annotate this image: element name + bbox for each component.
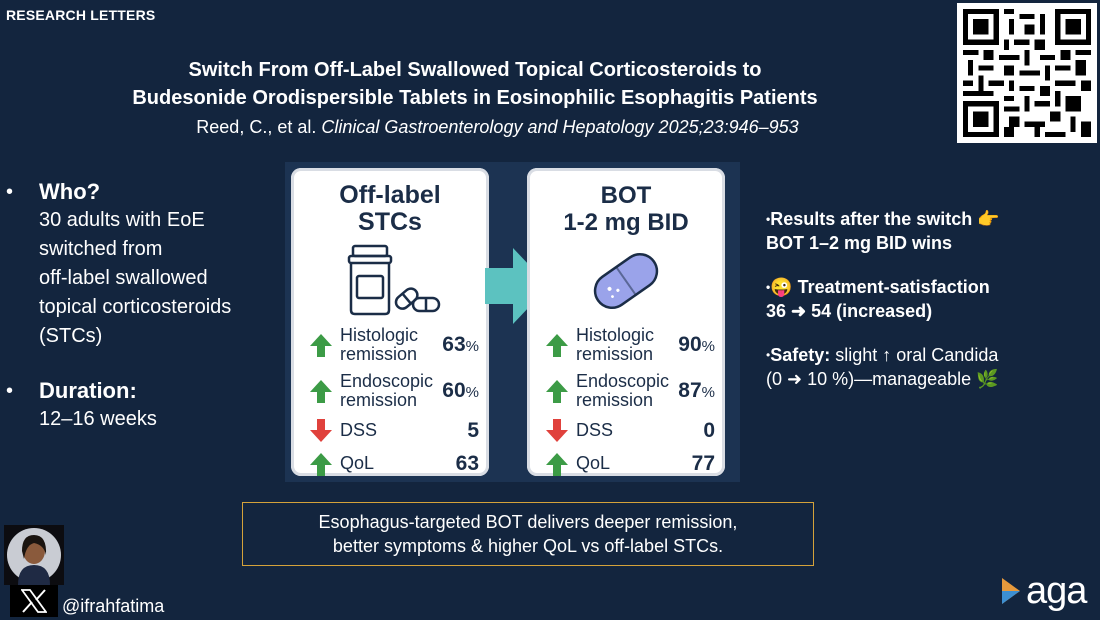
tablet-illustration — [527, 244, 725, 318]
metric-value: 60% — [442, 379, 479, 402]
card-title-line-2: 1-2 mg BID — [563, 209, 689, 236]
metric-label: QoL — [340, 453, 375, 473]
arrow-down-icon — [310, 418, 332, 442]
results-line-2: BOT 1–2 mg BID wins — [766, 233, 953, 253]
safety-line-2: (0 ➜ 10 %)—manageable 🌿 — [766, 369, 999, 389]
metric-row-dss: DSS 0 — [544, 414, 715, 447]
pill-bottle-icon — [347, 244, 441, 316]
results-block: •Results after the switch 👉 BOT 1–2 mg B… — [766, 207, 1091, 255]
results-line-1: Results after the switch 👉 — [770, 209, 1000, 229]
results-summary: •Results after the switch 👉 BOT 1–2 mg B… — [766, 207, 1091, 411]
metric-label: Histologic remission — [340, 325, 419, 364]
arrow-down-icon — [546, 418, 568, 442]
arrow-up-icon — [546, 380, 568, 403]
metrics-list: Histologic remission 63% Endoscopic remiss… — [291, 322, 489, 480]
satisfaction-line-2: 36 ➜ 54 (increased) — [766, 301, 933, 321]
satisfaction-block: •😜 Treatment-satisfaction 36 ➜ 54 (incre… — [766, 275, 1091, 323]
qr-code-icon — [963, 9, 1091, 137]
takeaway-line-2: better symptoms & higher QoL vs off-labe… — [332, 536, 724, 556]
avatar — [4, 525, 64, 585]
who-block: • Who? 30 adults with EoE switched from … — [6, 178, 286, 351]
citation: Reed, C., et al. Clinical Gastroenterolo… — [40, 117, 955, 138]
metric-row-qol: QoL 63 — [308, 447, 479, 480]
card-off-label-stcs: Off-label STCs Histologic remission — [291, 168, 489, 476]
metric-value: 90% — [678, 333, 715, 356]
who-line: off-label swallowed — [39, 267, 208, 289]
who-heading: Who? — [39, 179, 101, 204]
aga-arrow-icon — [1002, 578, 1020, 604]
safety-label: Safety: — [770, 345, 831, 365]
metric-label: Endoscopic remission — [576, 371, 670, 410]
bullet-dot: • — [6, 181, 14, 203]
metric-row-histologic: Histologic remission 63% — [308, 322, 479, 368]
metric-label: Histologic remission — [576, 325, 655, 364]
qr-code[interactable] — [957, 3, 1097, 143]
duration-text: 12–16 weeks — [39, 408, 157, 430]
duration-block: • Duration: 12–16 weeks — [6, 377, 286, 434]
metric-value: 63 — [455, 451, 479, 475]
metric-row-endoscopic: Endoscopic remission 87% — [544, 368, 715, 414]
who-line: switched from — [39, 238, 163, 260]
who-line: (STCs) — [39, 325, 103, 347]
aga-logo: aga — [1000, 570, 1087, 612]
bullet-dot: • — [766, 280, 771, 294]
key-takeaway-box: Esophagus-targeted BOT delivers deeper r… — [242, 502, 814, 566]
section-tag: RESEARCH LETTERS — [6, 7, 156, 23]
arrow-up-icon — [546, 334, 568, 357]
safety-line-1: slight ↑ oral Candida — [835, 345, 999, 365]
card-title-line-1: Off-label — [339, 181, 441, 209]
author-photo-icon — [4, 525, 64, 585]
arrow-up-icon — [310, 380, 332, 403]
who-line: 30 adults with EoE — [39, 209, 205, 231]
arrow-up-icon — [546, 452, 568, 476]
takeaway-line-1: Esophagus-targeted BOT delivers deeper r… — [318, 512, 738, 532]
card-bot: BOT 1-2 mg BID Histologic remission 90% — [527, 168, 725, 476]
metric-label: DSS — [340, 420, 378, 440]
x-icon — [21, 589, 47, 613]
aga-brand-text: aga — [1026, 570, 1087, 612]
metric-label: Endoscopic remission — [340, 371, 434, 410]
comparison-panel: Off-label STCs Histologic remission — [285, 162, 740, 482]
citation-journal: Clinical Gastroenterology and Hepatology… — [321, 117, 799, 137]
page-title: Switch From Off-Label Swallowed Topical … — [40, 56, 910, 112]
bullet-dot: • — [6, 380, 14, 402]
bullet-dot: • — [766, 348, 771, 362]
satisfaction-line-1: Treatment-satisfaction — [797, 277, 990, 297]
x-logo-icon[interactable] — [10, 585, 58, 617]
metric-label: DSS — [576, 420, 614, 440]
metric-value: 77 — [691, 451, 715, 475]
metric-value: 63% — [442, 333, 479, 356]
social-handle[interactable]: @ifrahfatima — [62, 596, 165, 616]
tablet-icon — [593, 252, 659, 310]
safety-block: •Safety: slight ↑ oral Candida (0 ➜ 10 %… — [766, 343, 1091, 391]
metric-label: QoL — [576, 453, 611, 473]
transition-arrow-icon — [485, 248, 549, 324]
title-line-1: Switch From Off-Label Swallowed Topical … — [188, 59, 762, 81]
metric-value: 87% — [678, 379, 715, 402]
metric-value: 0 — [703, 418, 715, 442]
metric-value: 5 — [467, 418, 479, 442]
arrow-up-icon — [310, 334, 332, 357]
arrow-up-icon — [310, 452, 332, 476]
card-title: BOT 1-2 mg BID — [527, 182, 725, 236]
who-line: topical corticosteroids — [39, 296, 232, 318]
metrics-list: Histologic remission 90% Endoscopic remiss… — [527, 322, 725, 480]
metric-row-histologic: Histologic remission 90% — [544, 322, 715, 368]
satisfaction-emoji-icon: 😜 — [770, 277, 793, 297]
card-title-line-2: STCs — [358, 208, 422, 236]
card-title-line-1: BOT — [600, 182, 652, 209]
study-summary: • Who? 30 adults with EoE switched from … — [6, 178, 286, 434]
metric-row-endoscopic: Endoscopic remission 60% — [308, 368, 479, 414]
duration-heading: Duration: — [39, 378, 137, 403]
metric-row-qol: QoL 77 — [544, 447, 715, 480]
metric-row-dss: DSS 5 — [308, 414, 479, 447]
bullet-dot: • — [766, 212, 771, 226]
pill-bottle-illustration — [291, 244, 489, 318]
title-line-2: Budesonide Orodispersible Tablets in Eos… — [132, 87, 818, 109]
citation-authors: Reed, C., et al. — [196, 117, 317, 137]
card-title: Off-label STCs — [291, 182, 489, 236]
